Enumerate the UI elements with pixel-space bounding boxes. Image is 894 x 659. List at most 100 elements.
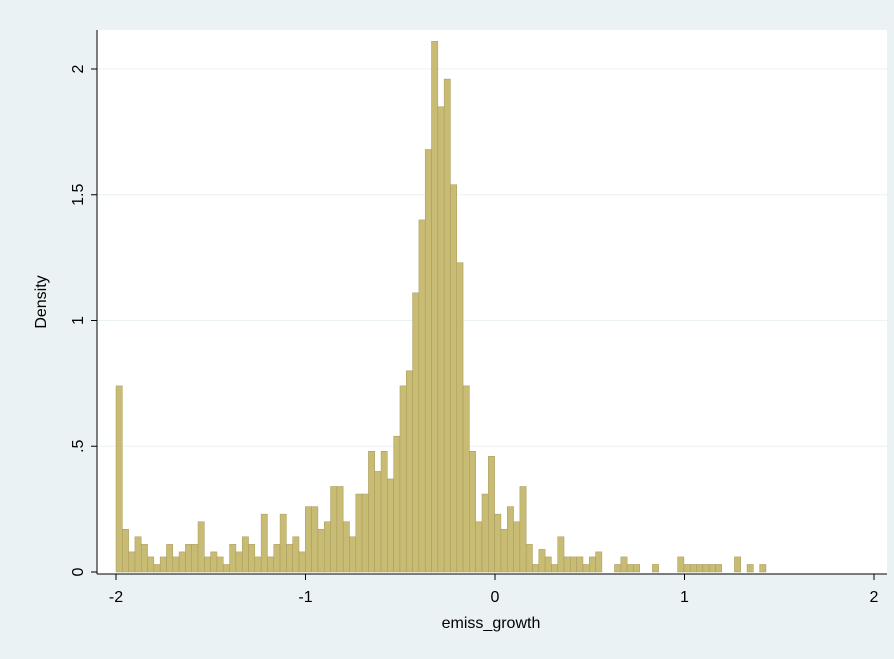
histogram-bar [538,549,546,573]
histogram-bar [431,41,439,573]
histogram-bar [677,556,685,573]
histogram-bar [589,556,596,573]
histogram-bar [380,451,388,573]
x-axis-title: emiss_growth [442,615,541,632]
histogram-bar [418,219,426,573]
gridlines [97,68,887,447]
histogram-bar [620,556,628,573]
x-tick-label: -2 [109,589,123,606]
histogram-bar [406,370,413,573]
x-tick-label: 0 [491,589,500,606]
histogram-bar [279,513,287,573]
histogram-bar [500,529,508,573]
histogram-bar [140,544,148,573]
histogram-bar [178,551,186,573]
histogram-bar [734,556,741,573]
histogram-bar [576,556,584,573]
histogram-bar [399,385,407,573]
x-tick-label: 1 [680,589,689,606]
histogram-bar [128,551,136,573]
histogram-bar [166,544,174,573]
histogram-bar [317,529,325,573]
y-tick-label: 1.5 [70,184,87,206]
y-tick-label: .5 [70,439,87,452]
histogram-bar [122,529,129,573]
histogram-bar [311,506,319,573]
histogram-bar [254,556,262,573]
histogram-bar [298,551,306,573]
histogram-bar [241,536,249,573]
histogram-bar [361,493,369,573]
histogram-bar [153,564,161,573]
axes [96,30,887,575]
histogram-bar [481,493,489,573]
histogram-bar [519,486,527,573]
histogram-bar [305,506,312,573]
histogram-bar [273,544,281,573]
histogram-bar [689,564,697,573]
histogram-bar [582,564,590,573]
y-axis-ticks: 0 .5 1 1.5 2 [70,64,97,576]
histogram-bar [286,544,293,573]
histogram-bar [147,556,155,573]
histogram-bar [115,385,123,573]
histogram-bar [355,493,363,573]
y-tick-label: 0 [70,567,87,576]
histogram-bar [412,292,420,573]
histogram-bar [330,486,338,573]
histogram-bar [557,536,565,573]
histogram-bar [368,451,375,573]
histogram-bar [683,564,691,573]
histogram-bar [424,149,432,573]
x-axis-ticks: -2 -1 0 1 2 [109,574,879,606]
histogram-bar [443,78,451,573]
histogram-bar [323,521,331,573]
histogram-bar [715,564,723,573]
histogram-bar [336,486,344,573]
y-tick-label: 1 [70,316,87,325]
histogram-bar [374,471,382,573]
histogram-bar [551,564,558,573]
histogram-bar [159,556,167,573]
histogram-bar [570,556,577,573]
histogram-bar [456,262,464,573]
histogram-bar [708,564,716,573]
histogram-bar [614,564,622,573]
histogram-bar [532,564,540,573]
histogram-bar [563,556,571,573]
histogram-bar [506,506,514,573]
histogram-bar [494,513,502,573]
histogram-bar [488,456,495,573]
histogram-bar [759,564,767,573]
histogram-bar [393,435,401,573]
histogram-bar [223,564,230,573]
histogram-bar [349,536,357,573]
histogram-bar [702,564,710,573]
histogram-bar [210,551,218,573]
histogram-bar [746,564,754,573]
histogram-bar [260,513,268,573]
histogram-bar [544,556,552,573]
histogram-bar [204,556,211,573]
histogram-bar [450,184,458,573]
histogram-bar [437,106,445,573]
x-tick-label: 2 [870,589,879,606]
histogram-bar [197,521,205,573]
y-tick-label: 2 [70,64,87,73]
histogram-bar [387,478,394,573]
histogram-bar [185,544,192,573]
histogram-bar [595,551,603,573]
histogram-bar [475,521,483,573]
histogram-bar [235,551,243,573]
histogram-bar [216,556,224,573]
histogram-bar [172,556,180,573]
histogram-bar [469,451,476,573]
histogram-bar [462,385,470,573]
histogram-bar [525,544,533,573]
y-axis-title: Density [33,275,50,328]
histogram-bar [292,536,300,573]
histogram-bar [696,564,704,573]
histogram-bar [513,521,521,573]
histogram-bar [191,544,199,573]
